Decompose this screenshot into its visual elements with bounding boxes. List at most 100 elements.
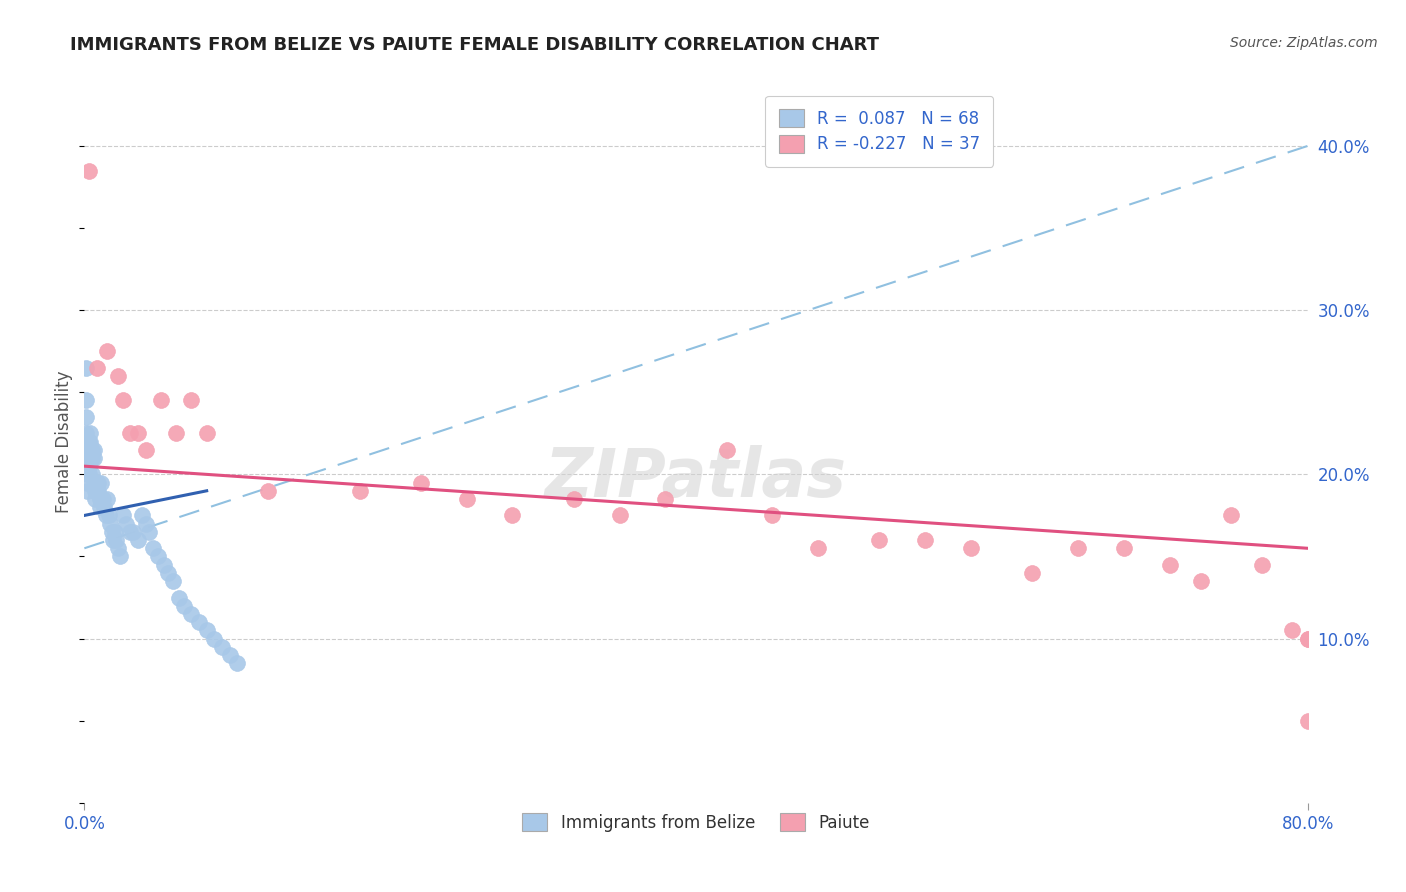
Point	[138, 524, 160, 539]
Point	[120, 426, 142, 441]
Point	[75, 459, 97, 474]
Point	[188, 615, 211, 630]
Point	[761, 508, 783, 523]
Point	[869, 533, 891, 547]
Point	[75, 393, 97, 408]
Point	[77, 442, 100, 457]
Point	[716, 442, 738, 457]
Point	[89, 500, 111, 515]
Point	[1281, 624, 1303, 638]
Point	[84, 483, 107, 498]
Point	[103, 533, 125, 547]
Point	[127, 426, 149, 441]
Point	[349, 483, 371, 498]
Point	[86, 360, 108, 375]
Point	[75, 360, 97, 375]
Point	[149, 393, 172, 408]
Point	[94, 508, 117, 523]
Point	[75, 442, 97, 457]
Point	[86, 475, 108, 490]
Point	[218, 648, 240, 662]
Point	[107, 541, 129, 556]
Point	[195, 624, 218, 638]
Point	[173, 599, 195, 613]
Point	[807, 541, 830, 556]
Point	[80, 467, 103, 482]
Point	[89, 491, 111, 506]
Point	[1189, 574, 1212, 588]
Point	[562, 491, 585, 506]
Point	[195, 426, 218, 441]
Point	[76, 483, 98, 498]
Point	[79, 434, 101, 449]
Point	[104, 524, 127, 539]
Point	[1296, 714, 1319, 728]
Point	[257, 483, 280, 498]
Point	[1220, 508, 1243, 523]
Point	[654, 491, 676, 506]
Point	[135, 516, 157, 531]
Point	[91, 491, 114, 506]
Point	[93, 500, 115, 515]
Point	[1296, 632, 1319, 646]
Point	[1250, 558, 1272, 572]
Point	[84, 475, 107, 490]
Point	[96, 491, 118, 506]
Text: ZIPatlas: ZIPatlas	[546, 445, 846, 510]
Point	[83, 450, 105, 465]
Point	[135, 442, 157, 457]
Point	[79, 450, 101, 465]
Point	[165, 426, 187, 441]
Point	[79, 442, 101, 457]
Point	[1159, 558, 1181, 572]
Point	[1021, 566, 1043, 580]
Point	[97, 508, 120, 523]
Point	[456, 491, 478, 506]
Point	[960, 541, 983, 556]
Point	[1296, 632, 1319, 646]
Point	[76, 450, 98, 465]
Point	[609, 508, 631, 523]
Point	[122, 524, 145, 539]
Point	[80, 450, 103, 465]
Point	[409, 475, 432, 490]
Point	[75, 409, 97, 424]
Point	[157, 566, 180, 580]
Point	[180, 393, 202, 408]
Y-axis label: Female Disability: Female Disability	[55, 370, 73, 513]
Point	[77, 163, 100, 178]
Point	[1114, 541, 1136, 556]
Point	[77, 467, 100, 482]
Point	[83, 442, 105, 457]
Point	[142, 541, 165, 556]
Point	[107, 368, 129, 383]
Point	[75, 426, 97, 441]
Point	[202, 632, 225, 646]
Point	[90, 475, 112, 490]
Point	[79, 426, 101, 441]
Point	[80, 442, 103, 457]
Point	[76, 467, 98, 482]
Point	[153, 558, 176, 572]
Point	[127, 533, 149, 547]
Point	[914, 533, 936, 547]
Legend: Immigrants from Belize, Paiute: Immigrants from Belize, Paiute	[509, 800, 883, 845]
Point	[76, 475, 98, 490]
Point	[180, 607, 202, 621]
Point	[120, 524, 142, 539]
Point	[77, 434, 100, 449]
Point	[167, 591, 190, 605]
Point	[84, 491, 107, 506]
Point	[226, 657, 249, 671]
Point	[98, 516, 121, 531]
Point	[76, 442, 98, 457]
Point	[211, 640, 233, 654]
Text: IMMIGRANTS FROM BELIZE VS PAIUTE FEMALE DISABILITY CORRELATION CHART: IMMIGRANTS FROM BELIZE VS PAIUTE FEMALE …	[70, 36, 879, 54]
Point	[502, 508, 524, 523]
Point	[87, 483, 110, 498]
Point	[105, 533, 128, 547]
Point	[114, 516, 136, 531]
Text: Source: ZipAtlas.com: Source: ZipAtlas.com	[1230, 36, 1378, 50]
Point	[111, 393, 134, 408]
Point	[111, 508, 134, 523]
